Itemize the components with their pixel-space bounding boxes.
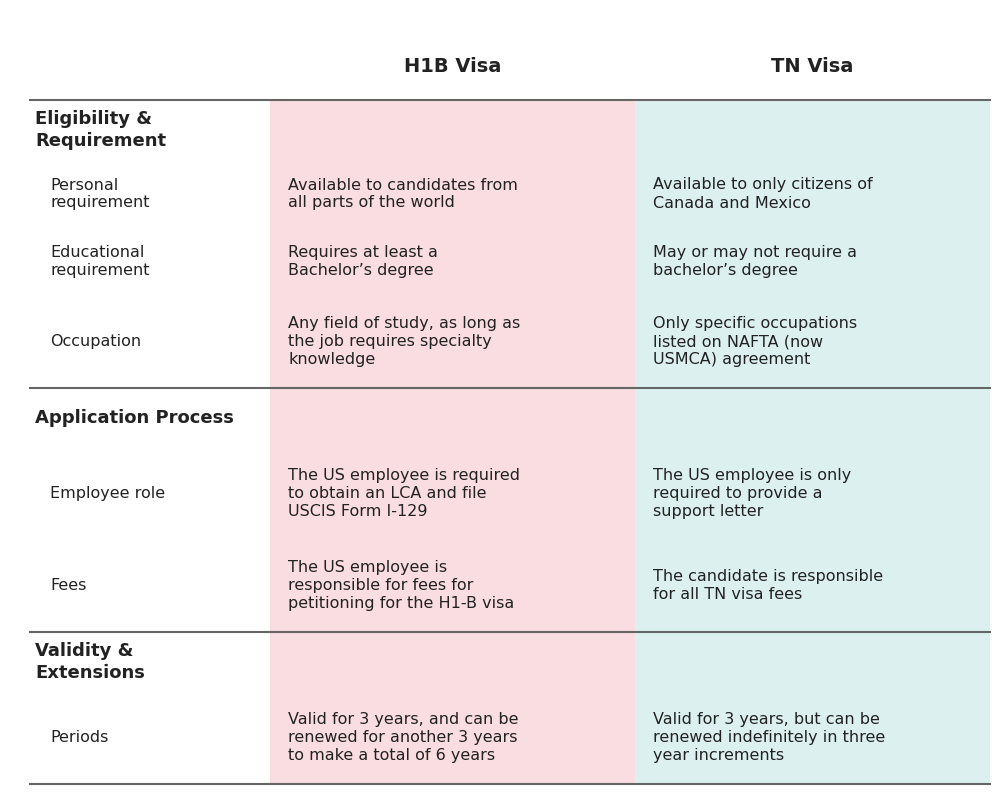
Bar (635, 388, 990, 632)
Text: H1B Visa: H1B Visa (404, 57, 501, 75)
Text: Valid for 3 years, but can be
renewed indefinitely in three
year increments: Valid for 3 years, but can be renewed in… (653, 713, 885, 763)
Text: Eligibility &
Requirement: Eligibility & Requirement (35, 110, 166, 150)
Text: The candidate is responsible
for all TN visa fees: The candidate is responsible for all TN … (653, 570, 883, 602)
Text: Available to only citizens of
Canada and Mexico: Available to only citizens of Canada and… (653, 178, 873, 210)
Text: Validity &
Extensions: Validity & Extensions (35, 642, 145, 682)
Text: Periods: Periods (50, 730, 108, 746)
Text: Personal
requirement: Personal requirement (50, 178, 150, 210)
Bar (270, 388, 635, 632)
Bar (270, 632, 635, 784)
Text: Available to candidates from
all parts of the world: Available to candidates from all parts o… (288, 178, 518, 210)
Text: May or may not require a
bachelor’s degree: May or may not require a bachelor’s degr… (653, 246, 857, 278)
Text: The US employee is only
required to provide a
support letter: The US employee is only required to prov… (653, 469, 851, 519)
Text: Valid for 3 years, and can be
renewed for another 3 years
to make a total of 6 y: Valid for 3 years, and can be renewed fo… (288, 713, 518, 763)
Text: Requires at least a
Bachelor’s degree: Requires at least a Bachelor’s degree (288, 246, 438, 278)
Text: Only specific occupations
listed on NAFTA (now
USMCA) agreement: Only specific occupations listed on NAFT… (653, 317, 857, 367)
Text: Occupation: Occupation (50, 334, 141, 350)
Text: TN Visa: TN Visa (771, 57, 854, 75)
Bar (270, 100, 635, 388)
Bar (635, 100, 990, 388)
Text: The US employee is
responsible for fees for
petitioning for the H1-B visa: The US employee is responsible for fees … (288, 561, 514, 611)
Text: Educational
requirement: Educational requirement (50, 246, 150, 278)
Text: Any field of study, as long as
the job requires specialty
knowledge: Any field of study, as long as the job r… (288, 317, 520, 367)
Text: Employee role: Employee role (50, 486, 165, 502)
Text: Fees: Fees (50, 578, 86, 594)
Bar (635, 632, 990, 784)
Text: The US employee is required
to obtain an LCA and file
USCIS Form I-129: The US employee is required to obtain an… (288, 469, 520, 519)
Text: Application Process: Application Process (35, 409, 234, 427)
